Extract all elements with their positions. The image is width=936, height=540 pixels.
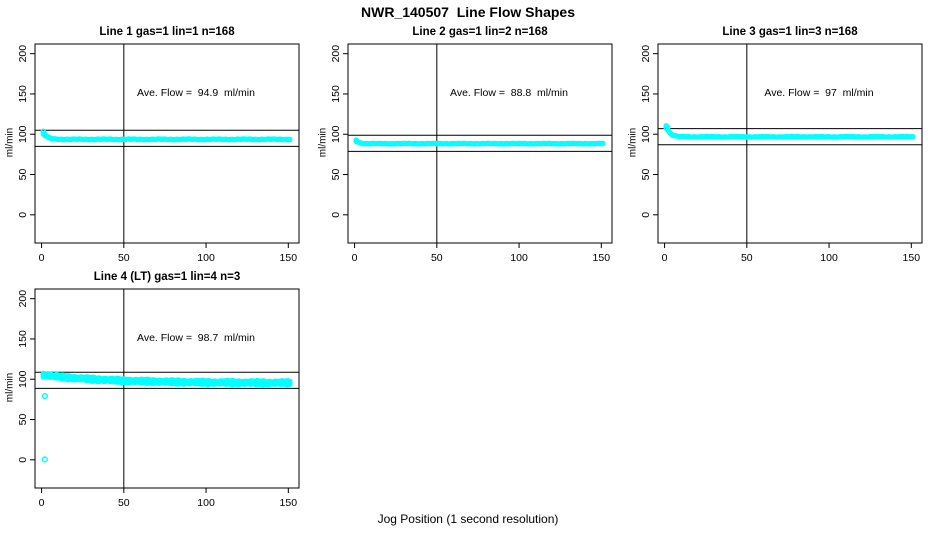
svg-text:150: 150 bbox=[280, 497, 298, 509]
panel-2-title: Line 2 gas=1 lin=2 n=168 bbox=[412, 26, 548, 38]
svg-text:0: 0 bbox=[662, 252, 668, 264]
panel-2-ave-flow-annotation: Ave. Flow = 88.8 ml/min bbox=[450, 87, 568, 99]
svg-text:200: 200 bbox=[640, 45, 652, 63]
svg-text:50: 50 bbox=[17, 414, 29, 426]
panel-2-ylabel: ml/min bbox=[317, 127, 329, 158]
svg-text:200: 200 bbox=[17, 290, 29, 308]
svg-text:100: 100 bbox=[197, 497, 215, 509]
panel-4-title: Line 4 (LT) gas=1 lin=4 n=3 bbox=[93, 271, 241, 283]
svg-text:100: 100 bbox=[330, 125, 342, 143]
svg-text:50: 50 bbox=[118, 252, 130, 264]
panel-3-title: Line 3 gas=1 lin=3 n=168 bbox=[722, 26, 858, 38]
panel-3-ylabel: ml/min bbox=[627, 127, 639, 158]
svg-text:100: 100 bbox=[510, 252, 528, 264]
svg-text:0: 0 bbox=[640, 212, 652, 218]
panel-4-ylabel: ml/min bbox=[4, 372, 16, 403]
svg-text:50: 50 bbox=[17, 169, 29, 181]
figure-title: NWR_140507 Line Flow Shapes bbox=[361, 4, 575, 20]
svg-text:100: 100 bbox=[197, 252, 215, 264]
panel-1-title: Line 1 gas=1 lin=1 n=168 bbox=[99, 26, 235, 38]
svg-text:200: 200 bbox=[330, 45, 342, 63]
svg-text:150: 150 bbox=[330, 85, 342, 103]
figure-xlabel: Jog Position (1 second resolution) bbox=[377, 512, 559, 526]
svg-text:150: 150 bbox=[280, 252, 298, 264]
svg-text:100: 100 bbox=[17, 125, 29, 143]
svg-text:0: 0 bbox=[330, 212, 342, 218]
panel-1-ave-flow-annotation: Ave. Flow = 94.9 ml/min bbox=[137, 87, 255, 99]
svg-text:200: 200 bbox=[17, 45, 29, 63]
svg-text:0: 0 bbox=[17, 212, 29, 218]
svg-text:100: 100 bbox=[820, 252, 838, 264]
panel-4-ave-flow-annotation: Ave. Flow = 98.7 ml/min bbox=[137, 332, 255, 344]
svg-text:0: 0 bbox=[352, 252, 358, 264]
svg-text:50: 50 bbox=[741, 252, 753, 264]
svg-text:50: 50 bbox=[118, 497, 130, 509]
svg-text:50: 50 bbox=[431, 252, 443, 264]
svg-text:150: 150 bbox=[17, 330, 29, 348]
svg-text:50: 50 bbox=[640, 169, 652, 181]
svg-text:150: 150 bbox=[903, 252, 921, 264]
svg-text:0: 0 bbox=[17, 457, 29, 463]
svg-text:150: 150 bbox=[640, 85, 652, 103]
svg-text:100: 100 bbox=[17, 370, 29, 388]
panel-3-ave-flow-annotation: Ave. Flow = 97 ml/min bbox=[764, 87, 874, 99]
svg-text:50: 50 bbox=[330, 169, 342, 181]
svg-text:100: 100 bbox=[640, 125, 652, 143]
svg-text:150: 150 bbox=[17, 85, 29, 103]
svg-text:0: 0 bbox=[39, 497, 45, 509]
svg-text:0: 0 bbox=[39, 252, 45, 264]
svg-text:150: 150 bbox=[593, 252, 611, 264]
panel-1-ylabel: ml/min bbox=[4, 127, 16, 158]
